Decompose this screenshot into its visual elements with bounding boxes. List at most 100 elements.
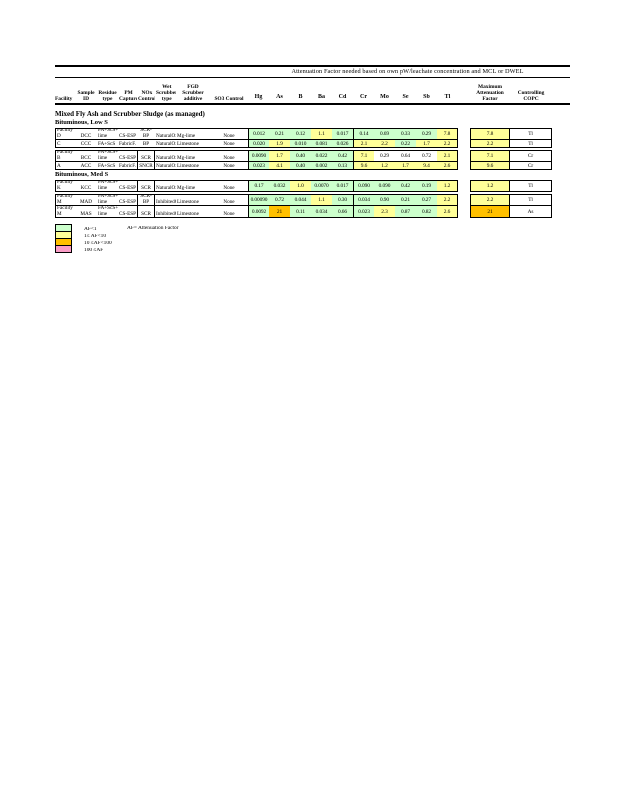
fgd-additive-cell: Mg-lime: [176, 180, 210, 192]
header-row: Facility Sample ID Residue type PM Capture N…: [55, 78, 552, 103]
legend-swatch-3: [55, 245, 72, 253]
value-cell-as: 0.21: [269, 128, 290, 140]
value-cell-se: 0.64: [395, 150, 416, 162]
subsection-title-bituminous-low-s: Bituminous, Low S: [55, 119, 108, 126]
value-cell-b: 0.044: [290, 194, 311, 206]
sample-id-cell: KCC: [75, 180, 97, 192]
so3-control-cell: None: [210, 150, 248, 162]
value-cell-se: 0.42: [395, 180, 416, 192]
value-cell-cr: 2.1: [353, 140, 374, 148]
pm-capture-cell: CS-ESP: [118, 180, 137, 192]
max-af-cell: 9.6: [470, 162, 510, 170]
fgd-additive-cell: Mg-lime: [176, 128, 210, 140]
top-rule: [55, 65, 570, 67]
element-header-mo: Mo: [380, 94, 389, 101]
value-cell-b: 0.40: [290, 150, 311, 162]
copc-cell: Tl: [510, 180, 552, 192]
value-cell-mo: 0.29: [374, 150, 395, 162]
value-cell-ba: 0.0070: [311, 180, 332, 192]
value-cell-b: 0.40: [290, 162, 311, 170]
value-cell-mo: 1.2: [374, 162, 395, 170]
so3-control-cell: None: [210, 128, 248, 140]
element-header-as: As: [276, 94, 283, 101]
nox-control-cell: SNCR-BP: [137, 140, 155, 148]
row-gap: [458, 128, 470, 140]
element-header-b: B: [298, 94, 303, 101]
value-cell-se: 0.22: [395, 140, 416, 148]
table-row-acc: Facility AACCFA+ScSFabricF.SNCRNaturalOx…: [55, 162, 552, 170]
fgd-additive-cell: Mg-lime: [176, 150, 210, 162]
element-header-cr: Cr: [360, 94, 367, 101]
value-cell-b: 0.010: [290, 140, 311, 148]
row-block: Facility M MAD FA+ScS+ lime CS-ESP SCR-BP Inh…: [55, 194, 570, 218]
value-cell-cd: 0.13: [332, 162, 353, 170]
residue-type-cell: FA+ScS+ lime: [97, 180, 118, 192]
table-body: Bituminous, Low S Facility D DCC FA+ScS+ li…: [55, 119, 570, 218]
value-cell-b: 1.0: [290, 180, 311, 192]
copc-cell: Tl: [510, 194, 552, 206]
subsection-title-bituminous-med-s: Bituminous, Med S: [55, 171, 109, 178]
row-gap: [458, 162, 470, 170]
table-row-mas: Facility M MAS FA+ScS+ lime CS-ESP SCR Inhibi…: [55, 206, 552, 218]
sample-id-cell: MAD: [75, 194, 97, 206]
nox-control-cell: SNCR: [137, 162, 155, 170]
value-cell-sb: 0.19: [416, 180, 437, 192]
residue-type-cell: FA+ScS+ lime: [97, 128, 118, 140]
facility-cell: Facility C: [55, 140, 75, 148]
value-cell-cr: 0.034: [353, 194, 374, 206]
residue-type-cell: FA+ScS+ lime: [97, 194, 118, 206]
so3-control-cell: None: [210, 194, 248, 206]
value-cell-se: 0.87: [395, 206, 416, 218]
copc-cell: Tl: [510, 128, 552, 140]
pm-capture-cell: FabricF.: [118, 162, 137, 170]
section-title: Mixed Fly Ash and Scrubber Sludge (as ma…: [55, 110, 205, 118]
value-cell-as: 4.1: [269, 162, 290, 170]
so3-control-cell: None: [210, 180, 248, 192]
column-header-so3-control: SO3 Control: [214, 95, 244, 102]
facility-cell: Facility A: [55, 162, 75, 170]
value-cell-ba: 0.002: [311, 162, 332, 170]
row-gap: [458, 140, 470, 148]
value-cell-hg: 0.0090: [248, 150, 269, 162]
copc-cell: Tl: [510, 140, 552, 148]
nox-control-cell: SCR: [137, 150, 155, 162]
element-header-cd: Cd: [338, 94, 347, 101]
wet-scrubber-cell: InhibitedOx.: [155, 194, 176, 206]
legend-label: 10 ≤AF<100: [84, 240, 112, 246]
copc-cell: As: [510, 206, 552, 218]
value-cell-tl: 2.6: [437, 206, 458, 218]
legend-note: AF= Attenuation Factor: [127, 225, 179, 231]
max-af-cell: 2.2: [470, 194, 510, 206]
fgd-additive-cell: Limestone: [176, 162, 210, 170]
fgd-additive-cell: Limestone: [176, 194, 210, 206]
pm-capture-cell: FabricF.: [118, 140, 137, 148]
wet-scrubber-cell: NaturalOx.: [155, 180, 176, 192]
value-cell-cd: 0.30: [332, 194, 353, 206]
row-gap: [458, 150, 470, 162]
wet-scrubber-cell: InhibitedOx.: [155, 206, 176, 218]
value-cell-ba: 0.034: [311, 206, 332, 218]
value-cell-mo: 0.69: [374, 128, 395, 140]
row-block: Facility K KCC FA+ScS+ lime CS-ESP SCR Natura…: [55, 180, 570, 192]
column-header-maximum-attenuation-factor: Maximum Attenuation Factor: [476, 83, 504, 102]
value-cell-sb: 0.29: [416, 128, 437, 140]
pm-capture-cell: CS-ESP: [118, 206, 137, 218]
table-row-dcc: Facility D DCC FA+ScS+ lime CS-ESP SCR-BP Nat…: [55, 128, 552, 140]
element-header-tl: Tl: [444, 94, 451, 101]
legend-row: 100 ≤AF: [55, 245, 275, 253]
so3-control-cell: None: [210, 206, 248, 218]
value-cell-cd: 0.42: [332, 150, 353, 162]
value-cell-ba: 1.1: [311, 128, 332, 140]
legend-label: AF<1: [84, 226, 97, 232]
value-cell-hg: 0.00090: [248, 194, 269, 206]
wet-scrubber-cell: NaturalOx.: [155, 162, 176, 170]
value-cell-mo: 0.090: [374, 180, 395, 192]
value-cell-hg: 0.012: [248, 128, 269, 140]
fgd-additive-cell: Limestone: [176, 206, 210, 218]
facility-cell: Facility M: [55, 194, 75, 206]
column-header-sample-id: Sample ID: [77, 89, 95, 102]
residue-type-cell: FA+ScS+ lime: [97, 206, 118, 218]
value-cell-as: 1.7: [269, 150, 290, 162]
page-title: Attenuation Factor needed based on own p…: [291, 68, 524, 75]
